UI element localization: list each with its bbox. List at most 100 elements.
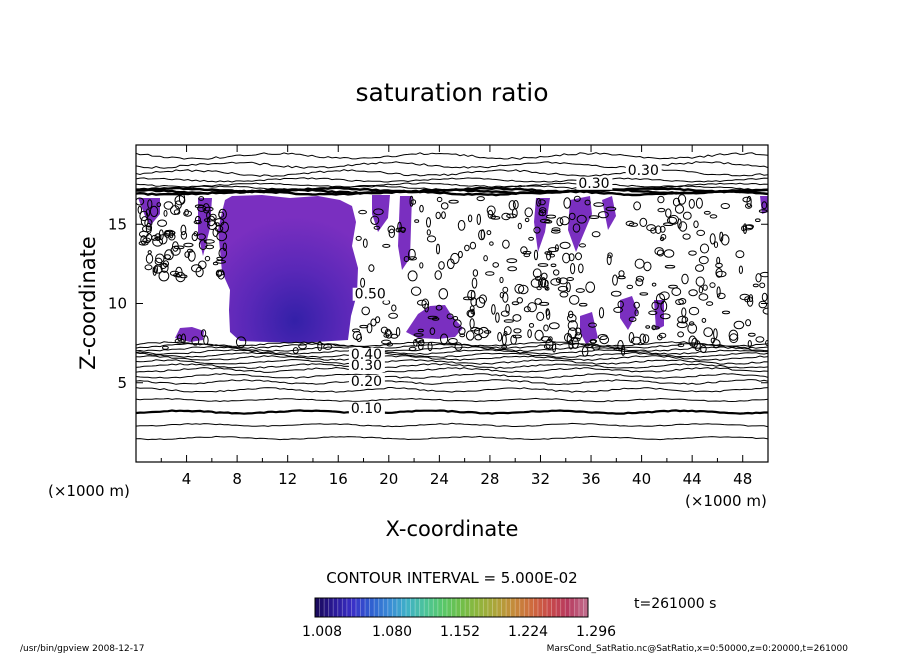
contour-speckle — [744, 296, 751, 303]
colorbar-cell — [556, 598, 561, 617]
contour-speckle — [506, 258, 518, 264]
colorbar-tick-label: 1.296 — [576, 624, 616, 640]
contour-speckle — [457, 250, 463, 259]
contour-speckle — [642, 334, 650, 344]
contour-line — [136, 188, 768, 195]
contour-speckle — [695, 197, 703, 209]
x-tick-label: 36 — [581, 470, 600, 488]
colorbar-cell — [492, 598, 498, 617]
contour-speckle — [434, 270, 442, 280]
fill-streak-8 — [620, 296, 638, 330]
contour-speckle — [163, 254, 172, 260]
contour-speckle — [435, 304, 443, 311]
colorbar-cell — [547, 598, 552, 617]
contour-speckle — [448, 338, 458, 344]
colorbar-cell — [337, 598, 343, 617]
contour-speckle — [575, 252, 582, 261]
contour-speckle — [382, 243, 391, 248]
contour-speckle — [540, 277, 547, 288]
contour-speckle — [388, 312, 399, 319]
contour-speckle — [701, 317, 707, 323]
colorbar-tick-label: 1.080 — [372, 624, 412, 640]
contour-speckle — [395, 327, 401, 337]
contour-speckle — [659, 236, 665, 242]
contour-speckle — [388, 228, 395, 239]
contour-speckle — [414, 338, 425, 343]
fill-streak-9 — [654, 300, 664, 330]
x-tick-label: 48 — [733, 470, 752, 488]
contour-line — [136, 435, 768, 441]
contour-speckle — [183, 242, 194, 248]
contour-speckle — [745, 203, 753, 209]
contour-speckle — [537, 263, 549, 267]
contour-speckle — [671, 287, 682, 297]
contour-speckle — [549, 253, 556, 258]
contour-speckle — [512, 314, 522, 322]
contour-speckle — [175, 266, 183, 278]
colorbar-cell — [378, 598, 384, 617]
fill-streak-1 — [138, 198, 160, 226]
colorbar-cell — [428, 598, 434, 617]
contour-speckle — [503, 319, 514, 323]
contour-speckle — [317, 341, 323, 352]
contour-speckle — [635, 278, 644, 287]
contour-speckle — [633, 301, 640, 309]
contour-speckle — [538, 199, 546, 206]
contour-speckle — [555, 277, 562, 283]
contour-line — [136, 177, 768, 183]
contour-speckle — [147, 199, 153, 209]
contour-speckle — [216, 256, 224, 261]
colorbar-cell — [355, 598, 361, 617]
contour-speckle — [495, 312, 500, 323]
contour-speckle — [360, 277, 366, 288]
contour-speckle — [523, 306, 531, 313]
contour-speckle — [149, 205, 159, 218]
contour-label: 0.40 — [351, 347, 382, 363]
colorbar-cell — [360, 598, 366, 617]
contour-speckle — [173, 273, 180, 278]
contour-speckle — [453, 319, 462, 328]
contour-speckle — [452, 316, 459, 321]
colorbar-cell — [478, 598, 484, 617]
contour-speckle — [745, 319, 752, 327]
contour-speckle — [140, 216, 149, 227]
contour-speckle — [581, 346, 589, 357]
x-tick-label: 12 — [278, 470, 297, 488]
contour-speckle — [170, 245, 181, 256]
contour-speckle — [589, 339, 598, 344]
contour-speckle — [533, 249, 539, 261]
colorbar-cell — [319, 598, 325, 617]
contour-speckle — [693, 220, 699, 229]
contour-line — [136, 355, 768, 361]
contour-speckle — [497, 332, 503, 342]
contour-speckle — [574, 332, 583, 340]
contour-speckle — [545, 286, 550, 291]
contour-speckle — [588, 215, 600, 220]
contour-speckle — [721, 310, 731, 315]
contour-speckle — [677, 194, 687, 205]
contour-speckle — [512, 200, 519, 210]
contour-speckle — [597, 334, 608, 340]
contour-line — [136, 372, 768, 379]
colorbar-cell — [519, 598, 525, 617]
contour-line — [136, 348, 768, 355]
contour-speckle — [716, 256, 721, 265]
contour-speckle — [559, 241, 571, 249]
contour-speckle — [436, 243, 440, 255]
contour-speckle — [216, 270, 225, 276]
contour-speckle — [607, 252, 613, 259]
contour-speckle — [163, 230, 171, 238]
contour-speckle — [292, 347, 299, 354]
contour-speckle — [538, 207, 547, 214]
contour-speckle — [198, 260, 207, 270]
contour-speckle — [470, 326, 480, 332]
contour-speckle — [548, 247, 559, 253]
colorbar-cell — [324, 598, 329, 617]
contour-speckle — [438, 288, 449, 300]
contour-speckle — [559, 216, 570, 226]
contour-speckle — [691, 337, 699, 349]
colorbar-cell — [528, 598, 534, 617]
contour-speckle — [677, 218, 682, 229]
contour-speckle — [373, 208, 384, 216]
